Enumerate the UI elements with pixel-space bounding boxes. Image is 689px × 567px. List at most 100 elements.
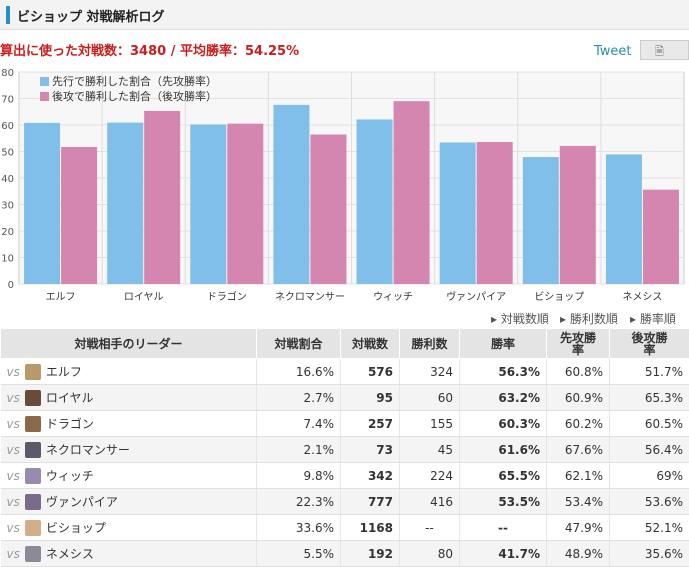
leader-avatar [24, 520, 41, 537]
sort-links: ▸ 対戦数順 ▸ 勝利数順 ▸ 勝率順 [0, 310, 689, 326]
bar-first [107, 122, 144, 284]
bar-second [642, 189, 679, 284]
tweet-button[interactable]: Tweet [594, 44, 632, 59]
bar-second [144, 110, 181, 284]
leader-avatar [24, 546, 41, 563]
wins-cell: 80 [399, 540, 460, 567]
winrate-chart: 0 10 20 30 40 50 60 70 80 エルフ ロイヤル ドラゴン ネクロマンサー ウィッチ ヴ… [1, 68, 685, 303]
x-tick-label: エルフ [46, 292, 76, 303]
y-tick-label: 0 [8, 280, 14, 291]
vs-label: vs [6, 442, 20, 457]
leader-cell: vs ロイヤル [0, 384, 257, 411]
table-row: vs エルフ 16.6% 576 324 56.3% 60.8% 51.7% [0, 358, 689, 385]
col-second-header[interactable]: 後攻勝率 [609, 328, 689, 359]
first-rate-cell: 60.9% [546, 384, 610, 411]
table-header-row: 対戦相手のリーダー 対戦割合 対戦数 勝利数 勝率 先攻勝率 後攻勝率 [0, 328, 689, 359]
legend-label-first: 先行で勝利した割合（先攻勝率） [52, 74, 217, 88]
summary-text: 算出に使った対戦数：3480 / 平均勝率：54.25% [0, 44, 300, 59]
leader-avatar [24, 442, 41, 459]
col-rate-header[interactable]: 勝率 [459, 328, 547, 359]
first-rate-cell: 62.1% [546, 462, 610, 489]
leader-cell: vs ウィッチ [0, 462, 257, 489]
leader-avatar [24, 416, 41, 433]
leader-cell: vs ネクロマンサー [0, 436, 257, 463]
wins-cell: 60 [399, 384, 460, 411]
second-rate-cell: 35.6% [609, 540, 689, 567]
share-cell: 33.6% [256, 514, 341, 541]
table-row: vs ビショップ 33.6% 1168 -- -- 47.9% 52.1% [0, 514, 689, 541]
vs-label: vs [6, 520, 20, 535]
legend-label-second: 後攻で勝利した割合（後攻勝率） [52, 89, 217, 103]
vs-label: vs [6, 546, 20, 561]
leader-name[interactable]: ネクロマンサー [45, 442, 130, 457]
bar-second [61, 146, 98, 284]
bar-first [273, 104, 310, 284]
rate-cell: 63.2% [459, 384, 547, 411]
leader-name[interactable]: ヴァンパイア [45, 494, 118, 509]
wins-cell: 45 [399, 436, 460, 463]
games-cell: 95 [340, 384, 400, 411]
wins-cell: 416 [399, 488, 460, 515]
share-cell: 5.5% [256, 540, 341, 567]
games-cell: 342 [340, 462, 400, 489]
games-cell: 257 [340, 410, 400, 437]
col-first-header[interactable]: 先攻勝率 [546, 328, 610, 359]
wins-cell: 324 [399, 358, 460, 385]
second-rate-cell: 65.3% [609, 384, 689, 411]
games-cell: 192 [340, 540, 400, 567]
y-tick-label: 50 [1, 148, 14, 159]
col-share-header[interactable]: 対戦割合 [256, 328, 341, 359]
rate-cell: 65.5% [459, 462, 547, 489]
leader-name[interactable]: ネメシス [45, 546, 94, 561]
leader-cell: vs ドラゴン [0, 410, 257, 437]
table-row: vs ドラゴン 7.4% 257 155 60.3% 60.2% 60.5% [0, 410, 689, 437]
first-rate-cell: 47.9% [546, 514, 610, 541]
leader-name[interactable]: ウィッチ [45, 468, 94, 483]
vs-label: vs [6, 364, 20, 379]
sort-by-games-link[interactable]: ▸ 対戦数順 [491, 312, 549, 326]
leader-cell: vs ビショップ [0, 514, 257, 541]
leader-name[interactable]: ビショップ [45, 520, 106, 535]
stats-table: 対戦相手のリーダー 対戦割合 対戦数 勝利数 勝率 先攻勝率 後攻勝率 vs エル… [0, 328, 689, 567]
vs-label: vs [6, 390, 20, 405]
sort-by-wins-link[interactable]: ▸ 勝利数順 [560, 312, 618, 326]
first-rate-cell: 60.2% [546, 410, 610, 437]
y-tick-label: 60 [1, 121, 14, 132]
y-tick-label: 10 [1, 254, 14, 265]
share-cell: 22.3% [256, 488, 341, 515]
x-tick-label: ウィッチ [373, 291, 413, 303]
col-leader-header[interactable]: 対戦相手のリーダー [0, 328, 257, 359]
y-tick-label: 80 [1, 68, 14, 79]
games-cell: 576 [340, 358, 400, 385]
rate-cell: 41.7% [459, 540, 547, 567]
leader-avatar [24, 364, 41, 381]
bar-second [227, 123, 264, 284]
rate-cell: 60.3% [459, 410, 547, 437]
x-tick-label: ネメシス [622, 291, 662, 303]
sort-by-rate-link[interactable]: ▸ 勝率順 [630, 312, 676, 326]
x-tick-label: ドラゴン [207, 290, 247, 303]
col-wins-header[interactable]: 勝利数 [399, 328, 460, 359]
bar-second [393, 101, 430, 285]
share-box[interactable]: 🗎 [640, 40, 689, 60]
bar-second [559, 145, 596, 284]
share-cell: 9.8% [256, 462, 341, 489]
vs-label: vs [6, 416, 20, 431]
second-rate-cell: 53.6% [609, 488, 689, 515]
bar-first [605, 154, 642, 284]
leader-cell: vs ヴァンパイア [0, 488, 257, 515]
table-row: vs ヴァンパイア 22.3% 777 416 53.5% 53.4% 53.6% [0, 488, 689, 515]
bar-first [356, 119, 393, 284]
rate-cell: 61.6% [459, 436, 547, 463]
vs-label: vs [6, 494, 20, 509]
bar-first [439, 142, 476, 284]
share-cell: 2.7% [256, 384, 341, 411]
rate-cell: 53.5% [459, 488, 547, 515]
leader-name[interactable]: ロイヤル [45, 390, 94, 405]
leader-name[interactable]: エルフ [45, 364, 82, 379]
x-tick-label: ヴァンパイア [446, 290, 506, 303]
col-games-header[interactable]: 対戦数 [340, 328, 400, 359]
bar-first [190, 124, 227, 284]
wins-cell: -- [399, 514, 460, 541]
leader-name[interactable]: ドラゴン [45, 416, 94, 431]
